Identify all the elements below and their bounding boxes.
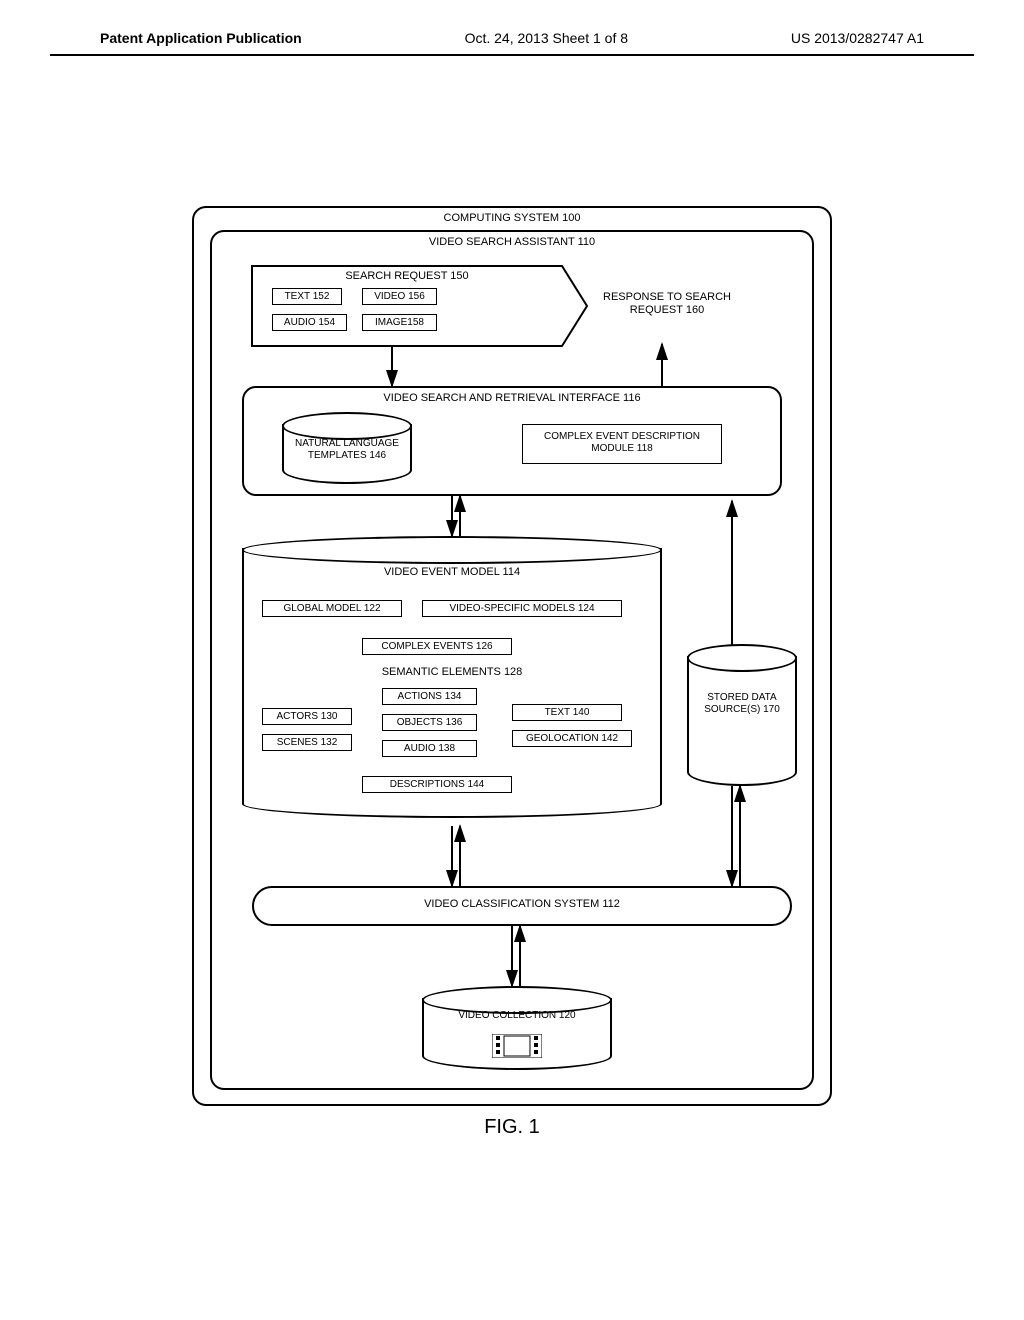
video-specific-models: VIDEO-SPECIFIC MODELS 124	[422, 600, 622, 617]
objects: OBJECTS 136	[382, 714, 477, 731]
actions: ACTIONS 134	[382, 688, 477, 705]
video-event-model-label: VIDEO EVENT MODEL 114	[242, 566, 662, 578]
header-right: US 2013/0282747 A1	[791, 30, 924, 46]
audio138: AUDIO 138	[382, 740, 477, 757]
stored-data-cyl: STORED DATA SOURCE(S) 170	[687, 656, 797, 786]
stored-data-label: STORED DATA SOURCE(S) 170	[689, 692, 795, 716]
video-search-assistant-label: VIDEO SEARCH ASSISTANT 110	[210, 236, 814, 248]
audio-154: AUDIO 154	[272, 314, 347, 331]
header-center: Oct. 24, 2013 Sheet 1 of 8	[465, 30, 628, 46]
classification-label: VIDEO CLASSIFICATION SYSTEM 112	[252, 898, 792, 910]
global-model: GLOBAL MODEL 122	[262, 600, 402, 617]
complex-events: COMPLEX EVENTS 126	[362, 638, 512, 655]
page-header: Patent Application Publication Oct. 24, …	[50, 30, 974, 56]
header-left: Patent Application Publication	[100, 30, 302, 46]
actors: ACTORS 130	[262, 708, 352, 725]
figure-caption: FIG. 1	[50, 1116, 974, 1139]
video-collection-label: VIDEO COLLECTION 120	[424, 1010, 610, 1022]
nl-templates-cyl: NATURAL LANGUAGE TEMPLATES 146	[282, 424, 412, 484]
video-156: VIDEO 156	[362, 288, 437, 305]
interface-label: VIDEO SEARCH AND RETRIEVAL INTERFACE 116	[242, 392, 782, 404]
response-label: RESPONSE TO SEARCH REQUEST 160	[602, 291, 732, 317]
film-strip-icon	[492, 1034, 542, 1058]
text140: TEXT 140	[512, 704, 622, 721]
computing-system-label: COMPUTING SYSTEM 100	[192, 212, 832, 224]
text-152: TEXT 152	[272, 288, 342, 305]
semantic-elements-label: SEMANTIC ELEMENTS 128	[242, 666, 662, 678]
geolocation: GEOLOCATION 142	[512, 730, 632, 747]
image-158: IMAGE158	[362, 314, 437, 331]
complex-event-module: COMPLEX EVENT DESCRIPTION MODULE 118	[522, 424, 722, 464]
descriptions: DESCRIPTIONS 144	[362, 776, 512, 793]
search-request-label: SEARCH REQUEST 150	[252, 270, 562, 282]
nl-templates-label: NATURAL LANGUAGE TEMPLATES 146	[284, 438, 410, 462]
scenes: SCENES 132	[262, 734, 352, 751]
